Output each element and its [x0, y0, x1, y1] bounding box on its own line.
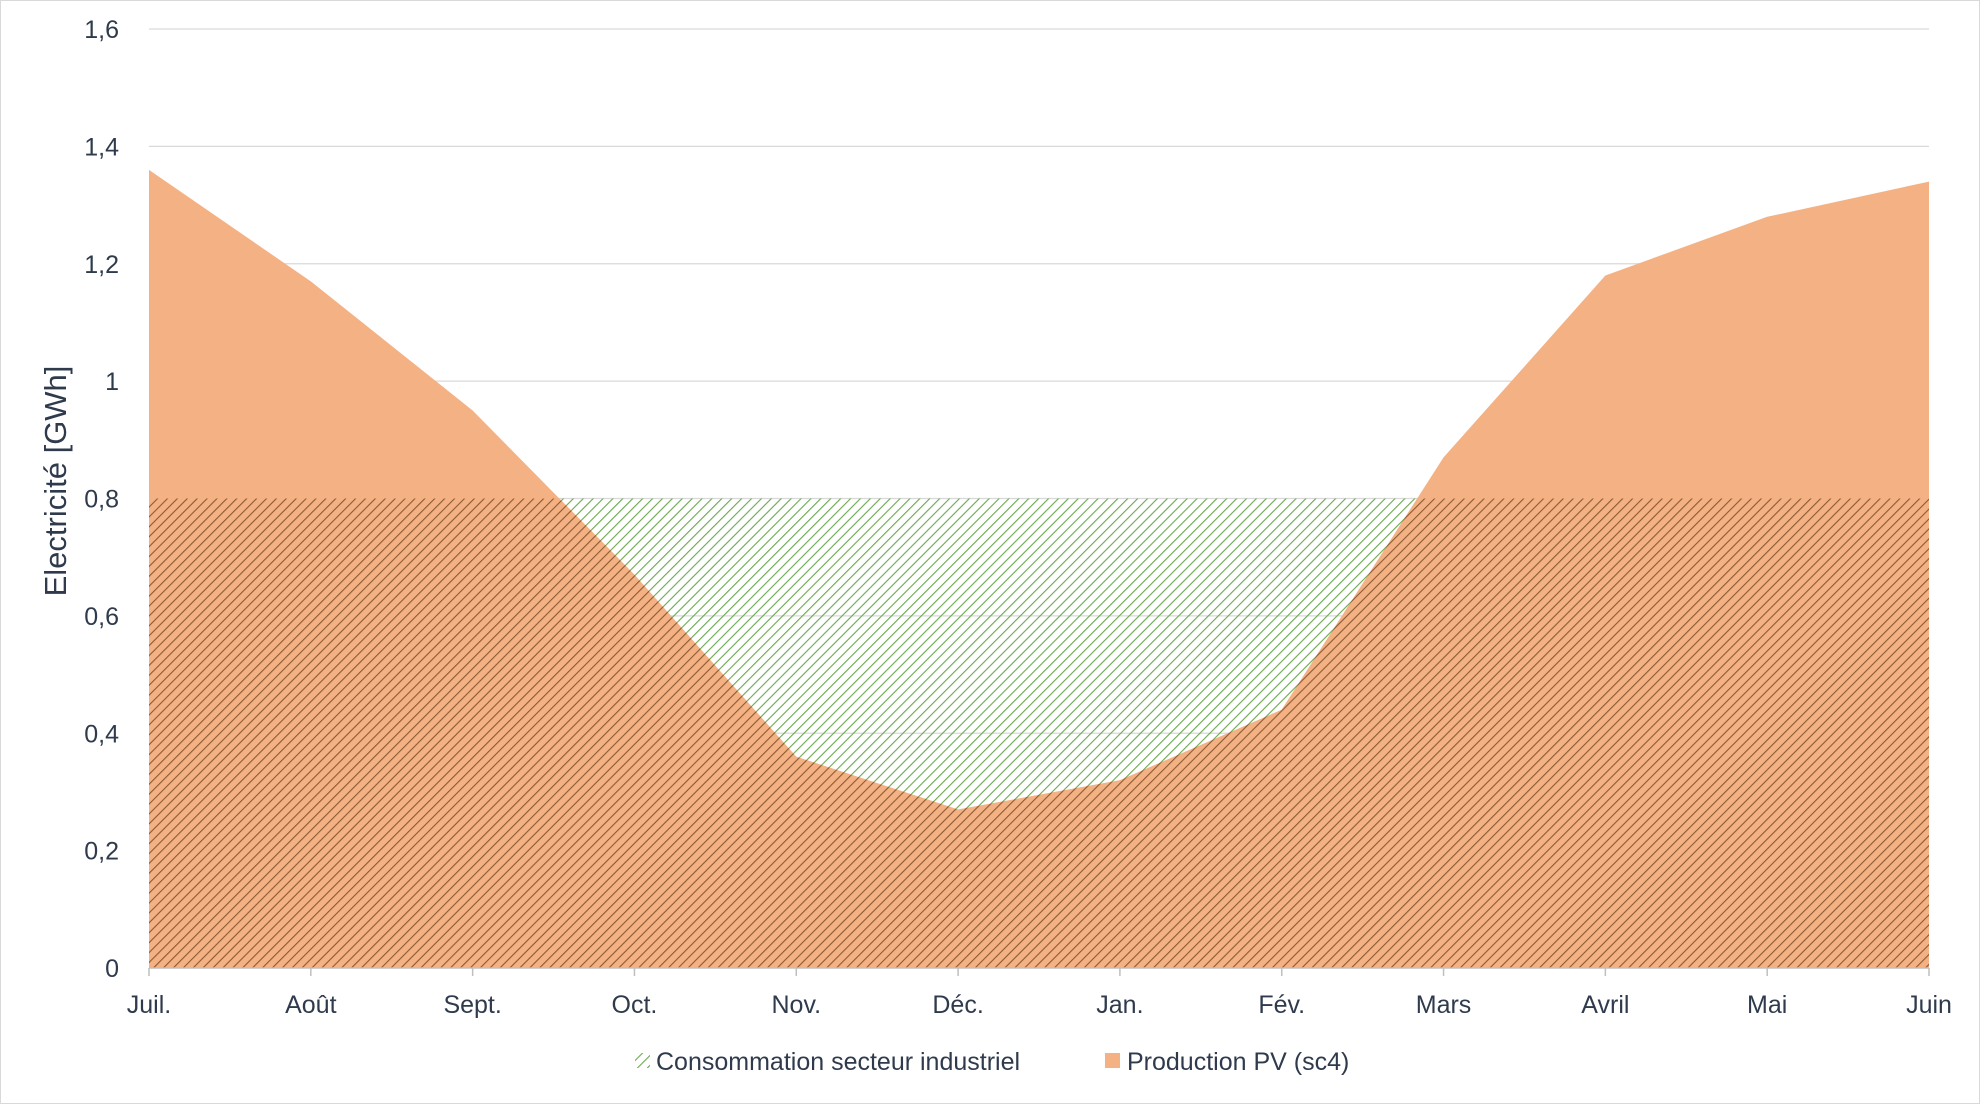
legend-swatch-consumption: [635, 1053, 650, 1068]
x-tick-label: Juin: [1906, 991, 1952, 1019]
x-tick-label: Oct.: [612, 991, 658, 1019]
legend-swatch-production: [1105, 1053, 1120, 1068]
x-tick-label: Sept.: [443, 991, 501, 1019]
axes: [148, 967, 1930, 976]
legend-item-production[interactable]: Production PV (sc4): [1105, 1048, 1349, 1076]
y-tick-label: 0,2: [84, 838, 119, 866]
x-tick-label: Mai: [1747, 991, 1787, 1019]
plot-areas: [149, 169, 1929, 969]
legend-label-production: Production PV (sc4): [1127, 1048, 1349, 1076]
legend: Consommation secteur industriel Producti…: [635, 1048, 1349, 1076]
x-tick-labels: Juil. Août Sept. Oct. Nov. Déc. Jan. Fév. Mars Av…: [127, 991, 1952, 1019]
x-tick-label: Déc.: [932, 991, 983, 1019]
y-tick-label: 1: [105, 368, 119, 396]
x-tick-label: Fév.: [1258, 991, 1305, 1019]
y-tick-label: 0,4: [84, 720, 119, 748]
y-axis-title: Electricité [GWh]: [38, 366, 73, 597]
x-tick-label: Mars: [1416, 991, 1472, 1019]
legend-item-consumption[interactable]: Consommation secteur industriel: [635, 1048, 1020, 1076]
x-tick-label: Nov.: [771, 991, 821, 1019]
y-tick-label: 1,4: [84, 133, 119, 161]
x-tick-label: Avril: [1581, 991, 1629, 1019]
x-tick-label: Jan.: [1096, 991, 1143, 1019]
y-tick-label: 1,2: [84, 251, 119, 279]
y-tick-label: 0: [105, 955, 119, 983]
legend-label-consumption: Consommation secteur industriel: [656, 1048, 1020, 1076]
y-tick-label: 1,6: [84, 16, 119, 44]
y-tick-label: 0,8: [84, 486, 119, 514]
x-tick-label: Août: [285, 991, 336, 1019]
y-tick-labels: 0 0,2 0,4 0,6 0,8 1 1,2 1,4 1,6: [84, 16, 119, 983]
x-tick-label: Juil.: [127, 991, 171, 1019]
y-tick-label: 0,6: [84, 603, 119, 631]
